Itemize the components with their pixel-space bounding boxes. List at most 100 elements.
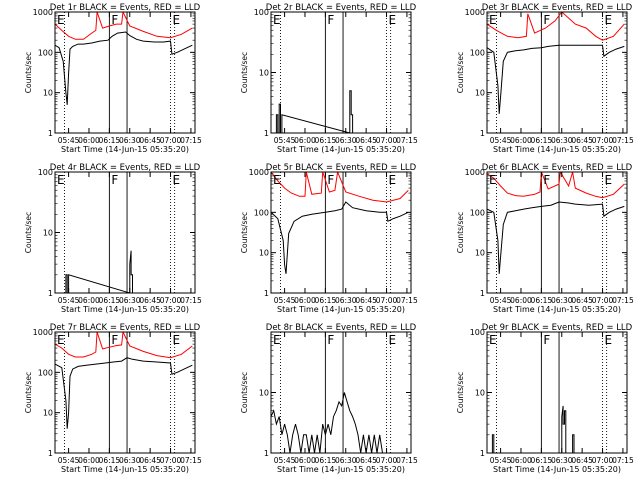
segment-marker-e: E (489, 13, 497, 27)
segment-marker-f: F (543, 173, 550, 187)
x-tick-label: 06:15 (99, 296, 121, 305)
y-axis-title: Counts/sec (456, 212, 465, 253)
x-tick-label: 06:00 (78, 456, 100, 465)
x-tick-label: 06:00 (294, 456, 316, 465)
panel-plot-area (491, 332, 608, 453)
series-line-events (55, 357, 193, 429)
x-axis-title: Start Time (14-Jun-15 05:35:20) (61, 145, 189, 154)
y-tick-label: 100 (470, 208, 485, 217)
y-tick-label: 100 (38, 368, 53, 377)
series-line-events (487, 201, 625, 274)
y-axis-title: Counts/sec (24, 52, 33, 93)
y-tick-label: 10 (475, 249, 485, 258)
segment-marker-e: E (489, 173, 497, 187)
segment-marker-e: E (57, 13, 65, 27)
panel-frame (270, 171, 412, 294)
x-tick-label: 06:15 (99, 136, 121, 145)
segment-marker-e: E (173, 13, 181, 27)
x-tick-label: 06:45 (571, 136, 593, 145)
x-tick-label: 06:45 (139, 296, 161, 305)
series-line-lld (487, 172, 625, 199)
y-tick-label: 100 (254, 208, 269, 217)
y-tick-label: 1000 (249, 168, 269, 177)
x-tick-label: 06:15 (531, 296, 553, 305)
x-tick-label: 05:45 (274, 296, 296, 305)
y-tick-label: 1 (264, 129, 269, 138)
y-axis-title: Counts/sec (24, 212, 33, 253)
series-line-events (491, 405, 575, 453)
panel-plot-area (275, 12, 392, 133)
x-tick-label: 05:45 (490, 456, 512, 465)
x-tick-label: 06:45 (355, 456, 377, 465)
x-tick-label: 07:15 (396, 296, 418, 305)
panel-title: Det 2r BLACK = Events, RED = LLD (266, 3, 417, 13)
segment-marker-e: E (273, 333, 281, 347)
panel-plot-area (487, 172, 625, 293)
x-tick-label: 07:00 (160, 296, 182, 305)
x-tick-label: 07:00 (592, 296, 614, 305)
x-tick-label: 06:30 (119, 456, 141, 465)
segment-marker-f: F (111, 13, 118, 27)
x-tick-label: 06:15 (315, 136, 337, 145)
segment-marker-e: E (389, 173, 397, 187)
panel-title: Det 8r BLACK = Events, RED = LLD (266, 323, 417, 333)
x-tick-label: 06:00 (78, 136, 100, 145)
x-tick-label: 05:45 (58, 296, 80, 305)
panel-plot-area (487, 12, 625, 133)
x-axis-title: Start Time (14-Jun-15 05:35:20) (277, 305, 405, 314)
y-tick-label: 1 (264, 289, 269, 298)
x-tick-label: 06:30 (335, 296, 357, 305)
x-tick-label: 06:00 (294, 296, 316, 305)
x-tick-label: 06:00 (294, 136, 316, 145)
y-tick-label: 100 (470, 48, 485, 57)
x-tick-label: 07:00 (592, 136, 614, 145)
x-tick-label: 06:15 (315, 456, 337, 465)
x-tick-label: 06:45 (139, 456, 161, 465)
series-line-events (271, 201, 409, 274)
x-tick-label: 07:15 (612, 296, 634, 305)
x-tick-label: 06:15 (315, 296, 337, 305)
x-tick-label: 07:15 (180, 136, 202, 145)
x-tick-label: 06:45 (571, 456, 593, 465)
x-tick-label: 06:00 (78, 296, 100, 305)
series-line-events (275, 90, 354, 133)
series-line-lld (55, 332, 193, 359)
y-axis-title: Counts/sec (240, 212, 249, 253)
y-tick-label: 1 (480, 289, 485, 298)
x-axis-title: Start Time (14-Jun-15 05:35:20) (493, 145, 621, 154)
x-tick-label: 06:00 (510, 456, 532, 465)
x-tick-label: 06:30 (551, 456, 573, 465)
segment-marker-e: E (605, 13, 613, 27)
x-tick-label: 06:45 (355, 136, 377, 145)
y-tick-label: 1 (264, 449, 269, 458)
series-line-events (55, 31, 193, 105)
segment-marker-f: F (327, 173, 334, 187)
panel-title: Det 7r BLACK = Events, RED = LLD (50, 323, 201, 333)
x-axis-title: Start Time (14-Jun-15 05:35:20) (277, 465, 405, 474)
panel-plot-area (55, 332, 193, 453)
panel-title: Det 3r BLACK = Events, RED = LLD (482, 3, 633, 13)
segment-marker-f: F (111, 173, 118, 187)
y-tick-label: 10 (475, 89, 485, 98)
panel-plot-area (55, 12, 193, 133)
y-tick-label: 10 (475, 389, 485, 398)
x-tick-label: 07:00 (376, 456, 398, 465)
x-tick-label: 06:30 (551, 136, 573, 145)
y-tick-label: 1000 (465, 8, 485, 17)
x-tick-label: 07:00 (160, 136, 182, 145)
y-axis-title: Counts/sec (240, 372, 249, 413)
panel-title: Det 6r BLACK = Events, RED = LLD (482, 163, 633, 173)
x-tick-label: 06:45 (355, 296, 377, 305)
y-tick-label: 10 (43, 229, 53, 238)
x-tick-label: 07:15 (396, 456, 418, 465)
panel-title: Det 9r BLACK = Events, RED = LLD (482, 323, 633, 333)
x-axis-title: Start Time (14-Jun-15 05:35:20) (61, 305, 189, 314)
y-tick-label: 1000 (33, 8, 53, 17)
